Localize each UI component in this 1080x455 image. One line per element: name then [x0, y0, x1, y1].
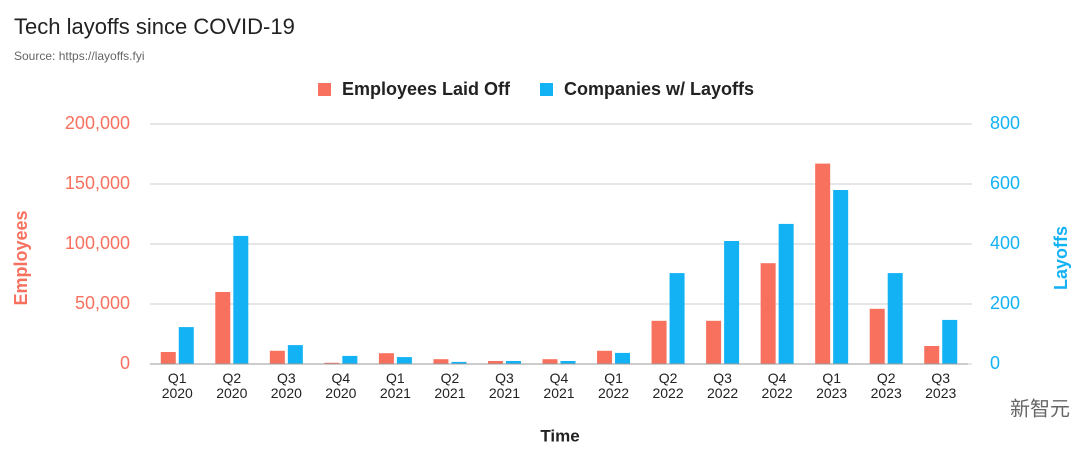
bar: [942, 319, 958, 364]
y2-tick-label: 600: [990, 173, 1020, 193]
bar: [706, 320, 722, 364]
legend-label: Companies w/ Layoffs: [564, 79, 754, 99]
chart-subtitle: Source: https://layoffs.fyi: [14, 49, 145, 63]
bar: [342, 355, 358, 364]
x-tick-label: Q3 2023: [925, 370, 957, 401]
y-tick-label: 100,000: [65, 233, 130, 253]
bar: [724, 241, 740, 364]
bar: [433, 359, 449, 364]
bar: [178, 327, 194, 364]
x-tick-label: Q1 2022: [597, 370, 630, 401]
bar: [869, 308, 885, 364]
legend-swatch: [540, 83, 553, 96]
y2-axis-title: Layoffs: [1051, 226, 1071, 290]
bar: [542, 359, 558, 364]
chart-title: Tech layoffs since COVID-19: [14, 14, 295, 39]
y2-tick-label: 400: [990, 233, 1020, 253]
x-tick-label: Q4 2020: [325, 370, 357, 401]
legend-label: Employees Laid Off: [342, 79, 511, 99]
bar: [760, 263, 776, 364]
y-tick-label: 0: [120, 353, 130, 373]
x-tick-label: Q4 2021: [543, 370, 575, 401]
bar: [778, 223, 794, 364]
x-tick-label: Q3 2022: [707, 370, 739, 401]
bar: [287, 345, 303, 364]
bar: [233, 235, 249, 364]
y-tick-label: 150,000: [65, 173, 130, 193]
x-tick-label: Q2 2021: [434, 370, 466, 401]
x-tick-label: Q4 2022: [761, 370, 793, 401]
bar: [215, 292, 231, 364]
bar: [505, 361, 521, 364]
bar: [324, 362, 340, 364]
bar: [160, 352, 176, 364]
bar: [887, 273, 903, 364]
bar: [269, 350, 285, 364]
bar: [815, 163, 831, 364]
bar: [487, 361, 503, 364]
legend-swatch: [318, 83, 331, 96]
bar: [560, 361, 576, 364]
watermark: 新智元: [1010, 397, 1070, 420]
bar: [597, 350, 613, 364]
y-tick-label: 50,000: [75, 293, 130, 313]
bar: [396, 357, 412, 364]
y-tick-label: 200,000: [65, 113, 130, 133]
y2-tick-label: 0: [990, 353, 1000, 373]
x-tick-label: Q2 2022: [652, 370, 684, 401]
x-tick-label: Q1 2021: [379, 370, 411, 401]
bar: [924, 346, 940, 364]
y-axis-title: Employees: [11, 210, 31, 305]
x-tick-label: Q3 2020: [270, 370, 302, 401]
y2-tick-label: 200: [990, 293, 1020, 313]
bar: [615, 352, 631, 364]
bar: [651, 320, 667, 364]
x-axis-title: Time: [540, 426, 579, 445]
x-tick-label: Q1 2023: [816, 370, 848, 401]
x-tick-label: Q2 2023: [870, 370, 902, 401]
x-tick-label: Q2 2020: [216, 370, 248, 401]
bar: [669, 273, 685, 364]
y2-tick-label: 800: [990, 113, 1020, 133]
x-tick-label: Q1 2020: [161, 370, 193, 401]
bar: [378, 353, 394, 364]
bar: [833, 190, 849, 364]
bar: [451, 361, 467, 364]
x-tick-label: Q3 2021: [488, 370, 521, 401]
